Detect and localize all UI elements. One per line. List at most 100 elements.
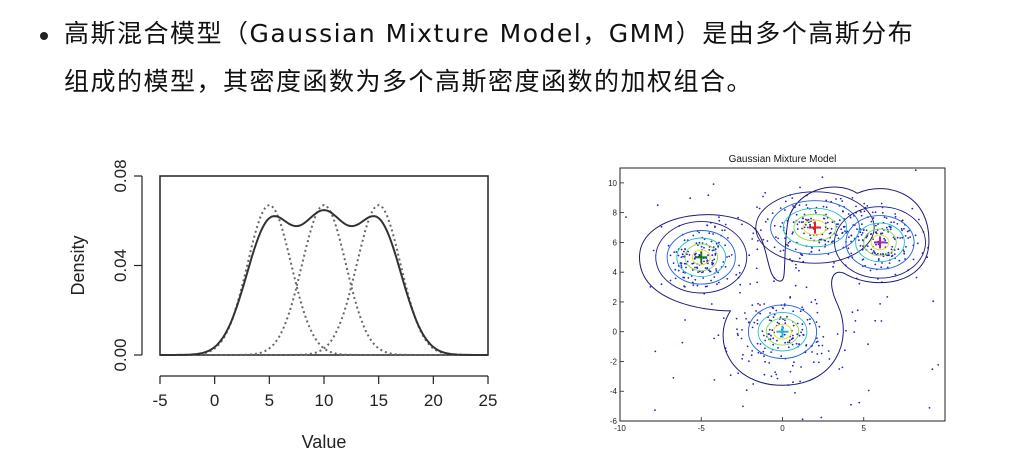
data-point — [801, 328, 804, 331]
data-point — [931, 368, 934, 371]
data-point — [816, 353, 819, 355]
data-point — [879, 303, 881, 305]
data-point — [787, 346, 790, 349]
data-point — [775, 373, 778, 376]
data-point — [701, 271, 703, 274]
data-point — [746, 345, 749, 348]
data-point — [756, 319, 759, 321]
data-point — [820, 416, 823, 419]
data-point — [784, 341, 786, 344]
data-point — [914, 169, 917, 172]
data-point — [782, 249, 785, 252]
data-point — [711, 254, 714, 257]
y-tick-label: -2 — [610, 357, 618, 366]
data-point — [737, 216, 739, 219]
data-point — [874, 211, 877, 213]
data-point — [681, 341, 684, 344]
data-point — [791, 197, 794, 199]
cluster-contour-ring — [666, 230, 736, 285]
x-tick-label: 15 — [369, 391, 388, 410]
data-point — [897, 248, 900, 251]
data-point — [796, 322, 799, 325]
x-tick-label: -5 — [698, 424, 706, 433]
data-point — [706, 224, 708, 227]
data-point — [825, 199, 828, 202]
data-point — [812, 361, 815, 364]
data-point — [839, 197, 842, 200]
data-point — [757, 302, 759, 305]
data-point — [851, 197, 854, 199]
x-tick-label: 20 — [424, 391, 443, 410]
data-point — [854, 320, 857, 322]
data-point — [789, 370, 792, 373]
data-point — [865, 236, 868, 239]
data-point — [870, 220, 873, 223]
data-point — [827, 350, 830, 352]
data-point — [654, 409, 656, 411]
data-point — [843, 226, 846, 228]
data-point — [742, 405, 744, 408]
data-point — [693, 258, 696, 260]
data-point — [745, 317, 747, 320]
data-point — [764, 220, 767, 223]
data-point — [866, 205, 869, 207]
data-point — [814, 209, 817, 212]
y-tick-label: 6 — [613, 238, 618, 247]
data-point — [821, 344, 824, 347]
data-point — [762, 334, 765, 337]
data-point — [792, 231, 794, 233]
data-point — [827, 240, 830, 243]
data-point — [773, 280, 775, 283]
data-point — [800, 331, 802, 334]
data-point — [787, 242, 790, 244]
cluster-contour-ring — [793, 213, 837, 242]
data-point — [684, 285, 686, 288]
data-point — [710, 279, 712, 282]
data-point — [800, 221, 803, 224]
data-point — [838, 368, 841, 370]
data-point — [660, 283, 663, 286]
data-point — [798, 221, 801, 223]
data-point — [886, 266, 889, 269]
data-point — [932, 300, 935, 303]
data-point — [850, 403, 852, 406]
data-point — [764, 339, 767, 342]
y-tick-label: -6 — [610, 417, 618, 426]
data-point — [748, 254, 751, 257]
data-point — [830, 227, 833, 230]
data-point — [858, 401, 861, 404]
data-point — [793, 361, 795, 364]
data-point — [881, 262, 883, 264]
data-point — [802, 221, 805, 223]
data-point — [772, 316, 775, 319]
data-point — [840, 228, 843, 231]
data-point — [832, 265, 834, 268]
data-point — [894, 215, 897, 218]
data-point — [680, 264, 683, 266]
data-point — [815, 211, 817, 214]
data-point — [789, 296, 791, 299]
data-point — [774, 371, 777, 373]
data-point — [816, 340, 819, 343]
data-point — [686, 253, 688, 256]
data-point — [828, 358, 831, 360]
data-point — [803, 226, 806, 229]
data-point — [780, 335, 782, 338]
data-point — [741, 357, 744, 360]
data-point — [848, 236, 850, 238]
data-point — [874, 263, 877, 266]
data-point — [779, 316, 782, 318]
data-point — [835, 198, 837, 200]
data-point — [802, 333, 804, 336]
data-point — [882, 253, 884, 255]
data-point — [881, 211, 884, 214]
data-point — [784, 319, 786, 322]
data-point — [776, 321, 779, 324]
x-tick-label: -10 — [614, 424, 626, 433]
data-point — [756, 322, 759, 325]
y-tick-label: 4 — [613, 268, 618, 277]
data-point — [669, 279, 672, 282]
data-point — [890, 248, 893, 251]
data-point — [710, 240, 713, 243]
data-point — [809, 223, 811, 226]
